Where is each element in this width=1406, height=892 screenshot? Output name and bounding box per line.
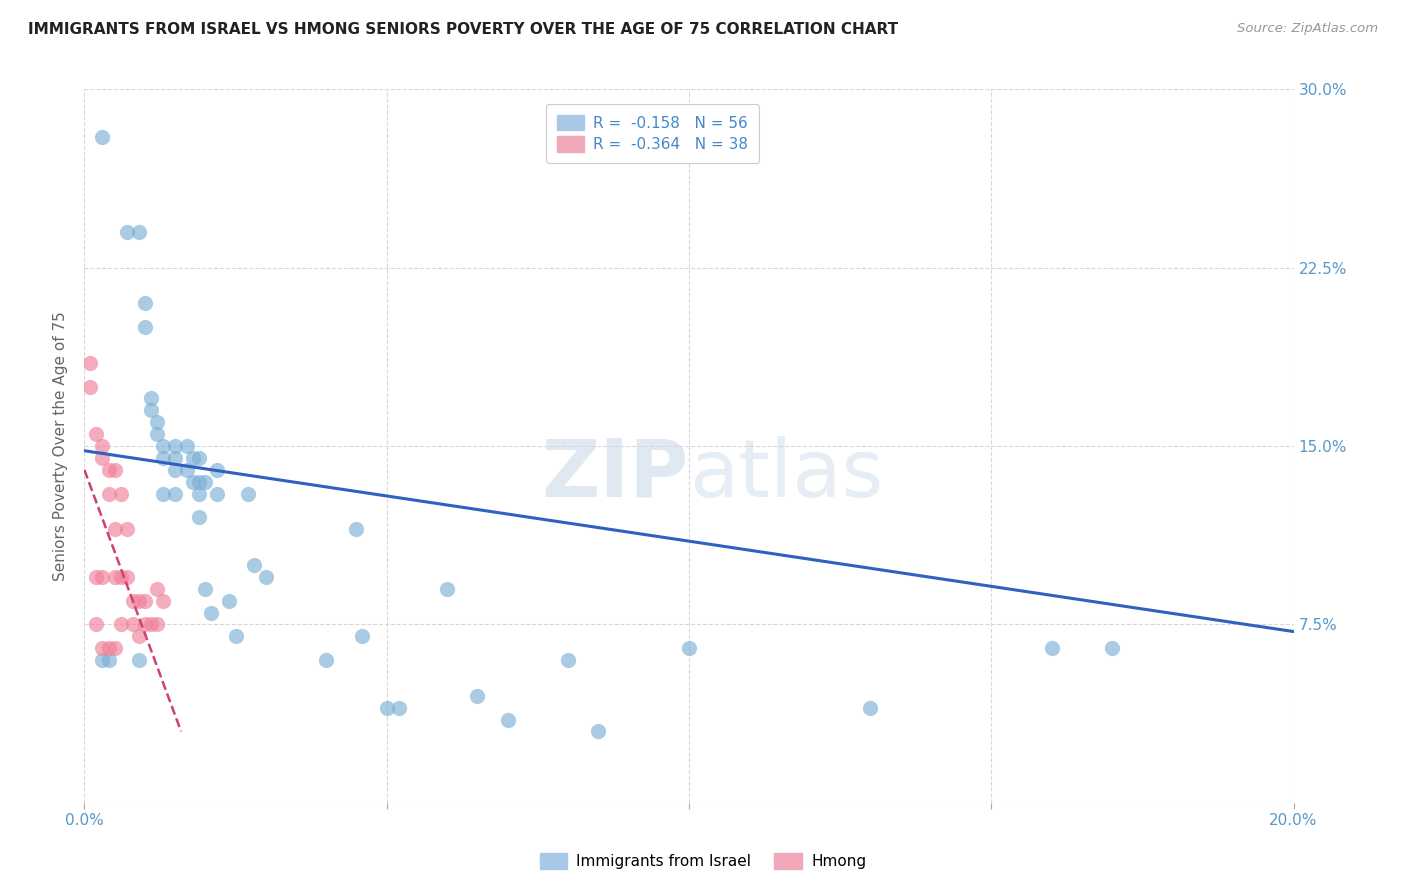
Point xyxy=(188,486,211,500)
Point xyxy=(165,439,187,453)
Point xyxy=(91,653,114,667)
Point xyxy=(91,450,114,465)
Point xyxy=(236,486,259,500)
Point xyxy=(97,653,120,667)
Point xyxy=(194,475,217,489)
Point xyxy=(176,463,198,477)
Point xyxy=(181,450,204,465)
Point xyxy=(496,713,519,727)
Point xyxy=(104,522,127,536)
Point xyxy=(110,486,132,500)
Point xyxy=(176,439,198,453)
Point xyxy=(152,593,174,607)
Point xyxy=(352,629,374,643)
Point xyxy=(152,439,174,453)
Point xyxy=(86,617,108,632)
Point xyxy=(104,641,127,656)
Point xyxy=(165,450,187,465)
Point xyxy=(678,641,700,656)
Point xyxy=(91,129,114,144)
Point xyxy=(207,486,229,500)
Point xyxy=(588,724,610,739)
Point xyxy=(79,379,101,393)
Point xyxy=(152,450,174,465)
Point xyxy=(134,320,156,334)
Point xyxy=(134,296,156,310)
Point xyxy=(97,641,120,656)
Point xyxy=(91,641,114,656)
Legend: R =  -0.158   N = 56, R =  -0.364   N = 38: R = -0.158 N = 56, R = -0.364 N = 38 xyxy=(546,104,759,162)
Point xyxy=(436,582,458,596)
Point xyxy=(139,617,162,632)
Point xyxy=(165,486,187,500)
Point xyxy=(207,463,229,477)
Point xyxy=(146,617,169,632)
Point xyxy=(139,392,162,406)
Text: ZIP: ZIP xyxy=(541,435,689,514)
Point xyxy=(97,463,120,477)
Point xyxy=(1101,641,1123,656)
Point xyxy=(128,653,150,667)
Point xyxy=(121,617,143,632)
Point xyxy=(254,570,277,584)
Point xyxy=(146,582,169,596)
Point xyxy=(146,427,169,442)
Point xyxy=(110,570,132,584)
Point xyxy=(152,486,174,500)
Point xyxy=(188,450,211,465)
Text: atlas: atlas xyxy=(689,435,883,514)
Point xyxy=(97,486,120,500)
Point xyxy=(91,439,114,453)
Point xyxy=(225,629,247,643)
Point xyxy=(557,653,579,667)
Point xyxy=(188,475,211,489)
Point xyxy=(388,700,411,714)
Y-axis label: Seniors Poverty Over the Age of 75: Seniors Poverty Over the Age of 75 xyxy=(53,311,69,581)
Point xyxy=(104,463,127,477)
Point xyxy=(242,558,264,572)
Point xyxy=(128,225,150,239)
Point xyxy=(218,593,240,607)
Point xyxy=(181,475,204,489)
Point xyxy=(165,463,187,477)
Legend: Immigrants from Israel, Hmong: Immigrants from Israel, Hmong xyxy=(534,847,872,875)
Point xyxy=(134,617,156,632)
Text: Source: ZipAtlas.com: Source: ZipAtlas.com xyxy=(1237,22,1378,36)
Point xyxy=(188,510,211,524)
Point xyxy=(346,522,368,536)
Point xyxy=(115,225,138,239)
Point xyxy=(115,570,138,584)
Point xyxy=(104,570,127,584)
Point xyxy=(121,593,143,607)
Point xyxy=(79,356,101,370)
Point xyxy=(315,653,337,667)
Point xyxy=(146,415,169,429)
Point xyxy=(134,593,156,607)
Point xyxy=(86,427,108,442)
Point xyxy=(86,570,108,584)
Point xyxy=(91,570,114,584)
Point xyxy=(859,700,882,714)
Point xyxy=(128,629,150,643)
Text: IMMIGRANTS FROM ISRAEL VS HMONG SENIORS POVERTY OVER THE AGE OF 75 CORRELATION C: IMMIGRANTS FROM ISRAEL VS HMONG SENIORS … xyxy=(28,22,898,37)
Point xyxy=(194,582,217,596)
Point xyxy=(139,403,162,417)
Point xyxy=(128,593,150,607)
Point xyxy=(1040,641,1063,656)
Point xyxy=(115,522,138,536)
Point xyxy=(375,700,398,714)
Point xyxy=(467,689,489,703)
Point xyxy=(200,606,222,620)
Point xyxy=(110,617,132,632)
